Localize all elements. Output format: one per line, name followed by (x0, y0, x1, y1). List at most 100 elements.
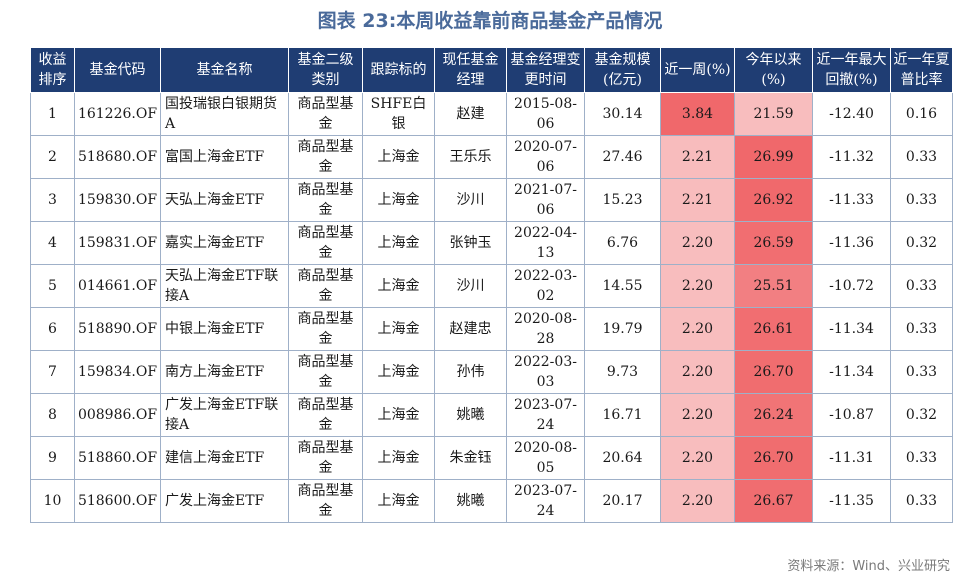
cell-code: 159831.OF (74, 221, 161, 265)
table-row: 2 518680.OF 富国上海金ETF 商品型基金 上海金 王乐乐 2020-07-06 2… (30, 135, 953, 179)
cell-rank: 10 (30, 479, 75, 523)
cell-size: 20.64 (584, 436, 661, 480)
cell-manager: 孙伟 (434, 350, 507, 394)
cell-ytd: 26.92 (734, 178, 813, 222)
cell-size: 16.71 (584, 393, 661, 437)
cell-change-date: 2015-08-06 (506, 92, 585, 136)
cell-category: 商品型基金 (288, 436, 363, 480)
cell-size: 9.73 (584, 350, 661, 394)
cell-sharpe: 0.33 (890, 264, 953, 308)
cell-manager: 姚曦 (434, 393, 507, 437)
cell-size: 14.55 (584, 264, 661, 308)
cell-name: 富国上海金ETF (160, 135, 289, 179)
cell-week: 2.20 (660, 307, 735, 351)
cell-size: 20.17 (584, 479, 661, 523)
cell-code: 159830.OF (74, 178, 161, 222)
cell-name: 天弘上海金ETF联接A (160, 264, 289, 308)
cell-tracking: 上海金 (362, 221, 435, 265)
cell-tracking: 上海金 (362, 393, 435, 437)
cell-week: 2.20 (660, 221, 735, 265)
cell-category: 商品型基金 (288, 307, 363, 351)
cell-drawdown: -11.33 (812, 178, 891, 222)
cell-category: 商品型基金 (288, 135, 363, 179)
cell-rank: 4 (30, 221, 75, 265)
header-sharpe: 近一年夏普比率 (890, 47, 953, 93)
cell-sharpe: 0.16 (890, 92, 953, 136)
cell-name: 南方上海金ETF (160, 350, 289, 394)
cell-manager: 沙川 (434, 178, 507, 222)
cell-tracking: SHFE白银 (362, 92, 435, 136)
header-tracking: 跟踪标的 (362, 47, 435, 93)
cell-week: 2.21 (660, 135, 735, 179)
cell-manager: 朱金钰 (434, 436, 507, 480)
cell-drawdown: -12.40 (812, 92, 891, 136)
cell-category: 商品型基金 (288, 393, 363, 437)
cell-ytd: 21.59 (734, 92, 813, 136)
header-row: 收益排序 基金代码 基金名称 基金二级类别 跟踪标的 现任基金经理 基金经理变更… (30, 47, 953, 93)
cell-sharpe: 0.33 (890, 350, 953, 394)
cell-manager: 王乐乐 (434, 135, 507, 179)
header-code: 基金代码 (74, 47, 161, 93)
cell-drawdown: -11.34 (812, 307, 891, 351)
cell-size: 19.79 (584, 307, 661, 351)
cell-code: 159834.OF (74, 350, 161, 394)
cell-tracking: 上海金 (362, 350, 435, 394)
cell-drawdown: -11.35 (812, 479, 891, 523)
header-manager: 现任基金经理 (434, 47, 507, 93)
table-row: 4 159831.OF 嘉实上海金ETF 商品型基金 上海金 张钟玉 2022-04-13 6… (30, 221, 953, 265)
cell-category: 商品型基金 (288, 264, 363, 308)
cell-drawdown: -11.32 (812, 135, 891, 179)
cell-ytd: 26.99 (734, 135, 813, 179)
cell-week: 2.21 (660, 178, 735, 222)
cell-ytd: 26.24 (734, 393, 813, 437)
cell-rank: 2 (30, 135, 75, 179)
cell-drawdown: -10.72 (812, 264, 891, 308)
cell-change-date: 2022-03-03 (506, 350, 585, 394)
table-row: 10 518600.OF 广发上海金ETF 商品型基金 上海金 姚曦 2023-07-24 2… (30, 479, 953, 523)
cell-change-date: 2023-07-24 (506, 393, 585, 437)
cell-manager: 张钟玉 (434, 221, 507, 265)
cell-week: 2.20 (660, 393, 735, 437)
cell-ytd: 26.61 (734, 307, 813, 351)
table-row: 9 518860.OF 建信上海金ETF 商品型基金 上海金 朱金钰 2020-08-05 2… (30, 436, 953, 480)
cell-name: 中银上海金ETF (160, 307, 289, 351)
cell-drawdown: -11.34 (812, 350, 891, 394)
cell-code: 518860.OF (74, 436, 161, 480)
cell-tracking: 上海金 (362, 178, 435, 222)
cell-tracking: 上海金 (362, 307, 435, 351)
cell-name: 广发上海金ETF联接A (160, 393, 289, 437)
cell-name: 广发上海金ETF (160, 479, 289, 523)
cell-category: 商品型基金 (288, 92, 363, 136)
cell-ytd: 26.70 (734, 436, 813, 480)
cell-rank: 1 (30, 92, 75, 136)
cell-sharpe: 0.33 (890, 307, 953, 351)
table-row: 6 518890.OF 中银上海金ETF 商品型基金 上海金 赵建忠 2020-08-28 1… (30, 307, 953, 351)
cell-change-date: 2022-03-02 (506, 264, 585, 308)
cell-ytd: 26.59 (734, 221, 813, 265)
cell-change-date: 2021-07-06 (506, 178, 585, 222)
cell-code: 014661.OF (74, 264, 161, 308)
cell-size: 27.46 (584, 135, 661, 179)
cell-size: 15.23 (584, 178, 661, 222)
cell-change-date: 2020-08-28 (506, 307, 585, 351)
cell-category: 商品型基金 (288, 350, 363, 394)
cell-week: 3.84 (660, 92, 735, 136)
cell-manager: 姚曦 (434, 479, 507, 523)
cell-sharpe: 0.33 (890, 135, 953, 179)
table-row: 8 008986.OF 广发上海金ETF联接A 商品型基金 上海金 姚曦 2023-07-2… (30, 393, 953, 437)
cell-sharpe: 0.32 (890, 393, 953, 437)
cell-category: 商品型基金 (288, 178, 363, 222)
cell-category: 商品型基金 (288, 479, 363, 523)
cell-manager: 赵建忠 (434, 307, 507, 351)
cell-manager: 沙川 (434, 264, 507, 308)
cell-ytd: 26.67 (734, 479, 813, 523)
header-ytd: 今年以来(%) (734, 47, 813, 93)
cell-week: 2.20 (660, 350, 735, 394)
cell-drawdown: -11.31 (812, 436, 891, 480)
cell-rank: 3 (30, 178, 75, 222)
cell-change-date: 2020-08-05 (506, 436, 585, 480)
cell-code: 518600.OF (74, 479, 161, 523)
cell-rank: 9 (30, 436, 75, 480)
cell-name: 嘉实上海金ETF (160, 221, 289, 265)
header-category: 基金二级类别 (288, 47, 363, 93)
